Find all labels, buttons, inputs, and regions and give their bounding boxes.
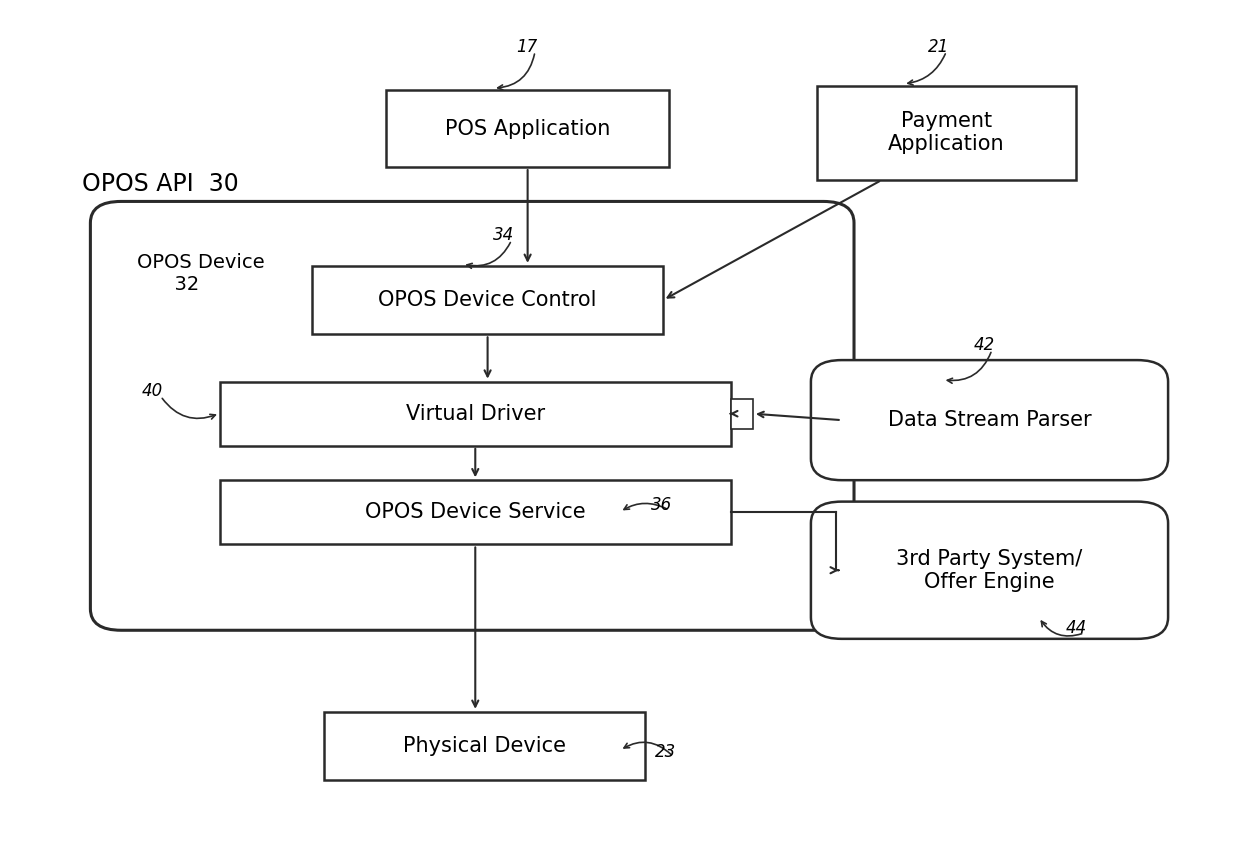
FancyBboxPatch shape xyxy=(325,712,645,780)
Text: OPOS Device
      32: OPOS Device 32 xyxy=(138,253,265,294)
Text: OPOS Device Service: OPOS Device Service xyxy=(365,502,585,522)
Text: POS Application: POS Application xyxy=(445,119,610,139)
FancyBboxPatch shape xyxy=(386,90,670,167)
Text: 21: 21 xyxy=(928,37,949,55)
Text: 44: 44 xyxy=(1066,619,1087,637)
Text: 34: 34 xyxy=(494,226,515,244)
Text: Payment
Application: Payment Application xyxy=(888,111,1004,154)
FancyBboxPatch shape xyxy=(811,360,1168,480)
Text: OPOS API  30: OPOS API 30 xyxy=(82,172,238,197)
Bar xyxy=(730,398,753,429)
FancyBboxPatch shape xyxy=(312,266,663,334)
FancyBboxPatch shape xyxy=(817,86,1076,180)
Text: Data Stream Parser: Data Stream Parser xyxy=(888,410,1091,430)
Text: OPOS Device Control: OPOS Device Control xyxy=(378,290,596,310)
FancyBboxPatch shape xyxy=(219,382,730,446)
FancyBboxPatch shape xyxy=(219,480,730,545)
Text: Virtual Driver: Virtual Driver xyxy=(405,404,544,423)
Text: 40: 40 xyxy=(143,383,164,400)
Text: 3rd Party System/
Offer Engine: 3rd Party System/ Offer Engine xyxy=(897,549,1083,591)
Text: 17: 17 xyxy=(517,37,538,55)
FancyBboxPatch shape xyxy=(91,202,854,630)
Text: 42: 42 xyxy=(973,336,994,354)
Text: Physical Device: Physical Device xyxy=(403,736,565,756)
FancyBboxPatch shape xyxy=(811,501,1168,639)
Text: 36: 36 xyxy=(651,496,672,514)
Text: 23: 23 xyxy=(655,743,676,760)
